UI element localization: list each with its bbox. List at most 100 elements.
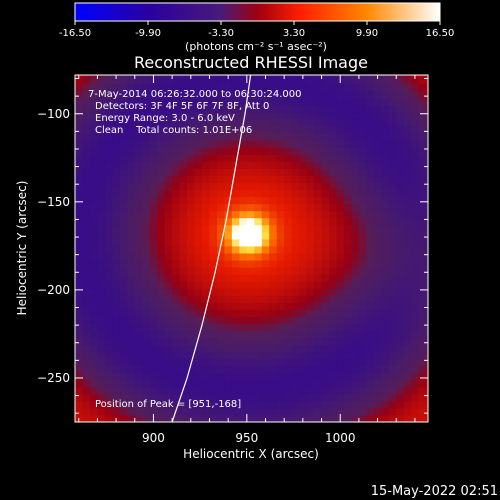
heatmap-pixel	[112, 365, 121, 374]
heatmap-pixel	[254, 196, 263, 205]
heatmap-pixel	[321, 90, 330, 99]
heatmap-pixel	[284, 161, 293, 169]
heatmap-pixel	[299, 175, 308, 184]
heatmap-pixel	[112, 175, 121, 184]
heatmap-pixel	[187, 76, 196, 85]
heatmap-pixel	[388, 414, 397, 422]
heatmap-pixel	[179, 140, 188, 148]
heatmap-pixel	[261, 372, 270, 381]
heatmap-pixel	[194, 400, 203, 409]
heatmap-pixel	[142, 337, 151, 346]
heatmap-pixel	[299, 344, 308, 353]
heatmap-pixel	[75, 119, 84, 127]
heatmap-pixel	[89, 224, 99, 233]
heatmap-pixel	[396, 203, 405, 212]
heatmap-pixel	[246, 288, 255, 296]
heatmap-pixel	[216, 295, 226, 303]
heatmap-pixel	[261, 175, 270, 184]
heatmap-pixel	[276, 323, 285, 332]
heatmap-pixel	[411, 245, 420, 254]
heatmap-pixel	[261, 266, 270, 275]
heatmap-pixel	[216, 281, 226, 289]
heatmap-pixel	[157, 358, 166, 367]
heatmap-pixel	[89, 316, 99, 324]
heatmap-pixel	[149, 252, 158, 261]
heatmap-pixel	[388, 351, 397, 360]
heatmap-pixel	[82, 83, 91, 92]
heatmap-pixel	[351, 119, 360, 127]
heatmap-pixel	[112, 203, 121, 212]
heatmap-pixel	[314, 295, 323, 303]
heatmap-pixel	[411, 266, 420, 275]
heatmap-pixel	[172, 140, 181, 148]
heatmap-pixel	[314, 238, 323, 247]
heatmap-pixel	[418, 161, 427, 169]
heatmap-pixel	[418, 126, 427, 134]
heatmap-pixel	[426, 182, 428, 191]
heatmap-pixel	[284, 111, 293, 120]
heatmap-pixel	[112, 393, 121, 402]
heatmap-pixel	[216, 83, 226, 92]
heatmap-pixel	[329, 168, 338, 177]
heatmap-pixel	[284, 274, 293, 282]
heatmap-pixel	[381, 126, 390, 134]
heatmap-pixel	[366, 238, 375, 247]
heatmap-pixel	[276, 358, 285, 367]
heatmap-pixel	[112, 231, 121, 240]
heatmap-pixel	[261, 316, 270, 324]
heatmap-pixel	[351, 386, 360, 395]
heatmap-pixel	[396, 224, 405, 233]
heatmap-pixel	[299, 337, 308, 346]
heatmap-pixel	[261, 154, 270, 162]
heatmap-pixel	[187, 372, 196, 381]
heatmap-pixel	[314, 189, 323, 198]
heatmap-pixel	[299, 224, 308, 233]
heatmap-pixel	[142, 266, 151, 275]
heatmap-pixel	[104, 372, 113, 381]
y-tick-label: −100	[37, 107, 70, 121]
heatmap-pixel	[261, 323, 270, 332]
heatmap-pixel	[202, 238, 211, 247]
heatmap-pixel	[202, 154, 211, 162]
heatmap-pixel	[366, 358, 375, 367]
heatmap-pixel	[336, 407, 345, 416]
heatmap-pixel	[209, 407, 218, 416]
heatmap-pixel	[388, 259, 397, 268]
heatmap-pixel	[366, 337, 375, 346]
heatmap-pixel	[231, 330, 240, 339]
heatmap-pixel	[194, 386, 203, 395]
heatmap-pixel	[388, 161, 397, 169]
heatmap-pixel	[321, 203, 330, 212]
x-axis-label: Heliocentric X (arcsec)	[183, 447, 319, 461]
heatmap-pixel	[396, 90, 405, 99]
heatmap-pixel	[187, 83, 196, 92]
heatmap-pixel	[134, 351, 143, 360]
heatmap-pixel	[119, 281, 128, 289]
heatmap-pixel	[209, 175, 218, 184]
heatmap-pixel	[269, 224, 278, 233]
heatmap-pixel	[149, 210, 158, 219]
heatmap-pixel	[75, 266, 84, 275]
heatmap-pixel	[269, 393, 278, 402]
heatmap-pixel	[381, 252, 390, 261]
heatmap-pixel	[202, 126, 211, 134]
heatmap-pixel	[358, 97, 367, 106]
heatmap-pixel	[209, 189, 218, 198]
annotation-energy-range: Energy Range: 3.0 - 6.0 keV	[95, 113, 235, 124]
heatmap-pixel	[291, 119, 300, 127]
heatmap-pixel	[75, 90, 84, 99]
heatmap-pixel	[97, 154, 106, 162]
heatmap-pixel	[142, 245, 151, 254]
heatmap-pixel	[358, 245, 367, 254]
heatmap-pixel	[75, 111, 84, 120]
heatmap-pixel	[231, 76, 240, 85]
heatmap-pixel	[179, 90, 188, 99]
heatmap-pixel	[127, 379, 136, 388]
heatmap-pixel	[112, 316, 121, 324]
heatmap-pixel	[202, 203, 211, 212]
heatmap-pixel	[239, 210, 248, 219]
heatmap-pixel	[119, 168, 128, 177]
heatmap-pixel	[157, 288, 166, 296]
heatmap-pixel	[418, 224, 427, 233]
heatmap-pixel	[321, 182, 330, 191]
